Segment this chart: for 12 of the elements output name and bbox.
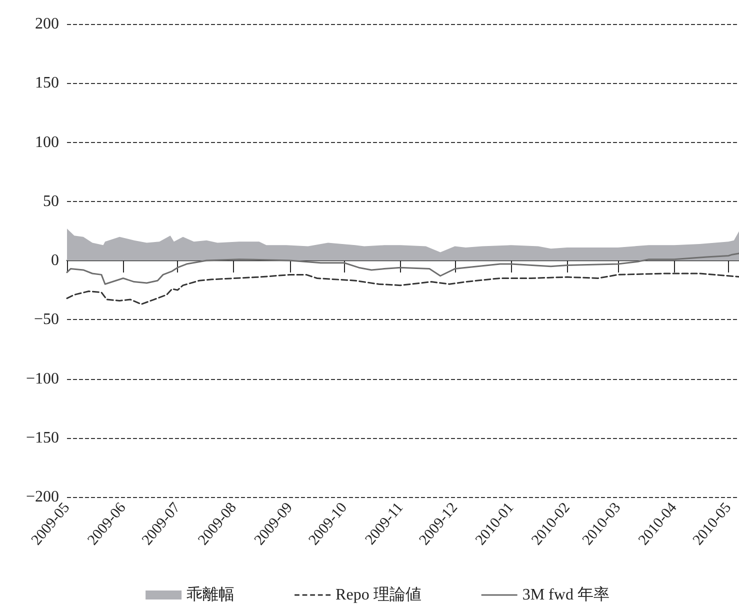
legend-label: Repo 理論値 bbox=[336, 586, 422, 604]
legend-label: 3M fwd 年率 bbox=[522, 586, 610, 604]
y-tick-label: −150 bbox=[26, 429, 59, 446]
y-tick-label: 200 bbox=[35, 16, 59, 32]
y-tick-label: 100 bbox=[35, 134, 59, 151]
y-tick-label: 0 bbox=[51, 252, 59, 269]
y-tick-label: 150 bbox=[35, 74, 59, 92]
legend-label: 乖離幅 bbox=[186, 586, 235, 604]
y-tick-label: −100 bbox=[26, 370, 59, 388]
y-tick-label: 50 bbox=[43, 192, 59, 210]
y-tick-label: −200 bbox=[26, 488, 59, 506]
y-tick-label: −50 bbox=[34, 311, 59, 328]
